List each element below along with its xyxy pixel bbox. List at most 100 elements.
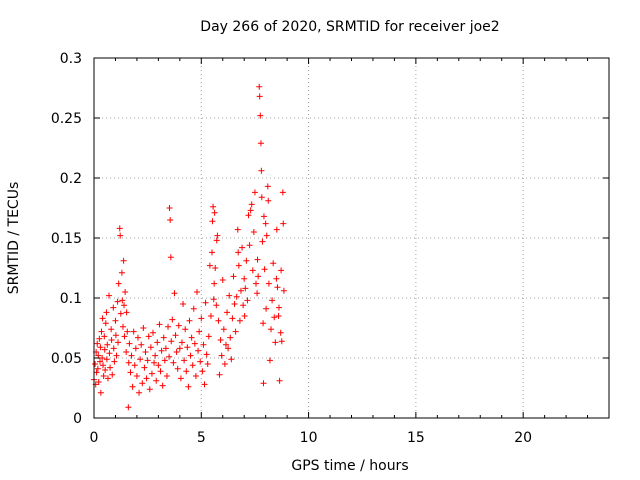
data-point — [191, 340, 198, 347]
data-point — [156, 321, 163, 328]
data-point — [117, 310, 124, 317]
data-point — [152, 352, 159, 359]
data-point — [245, 212, 252, 219]
data-point — [97, 358, 104, 365]
data-point — [124, 328, 131, 335]
data-point — [260, 213, 267, 220]
data-point — [161, 357, 168, 364]
data-point — [148, 370, 155, 377]
data-point — [109, 371, 116, 378]
data-point — [172, 332, 179, 339]
data-point — [150, 329, 157, 336]
data-point — [278, 338, 285, 345]
data-point — [130, 328, 137, 335]
data-point — [199, 368, 206, 375]
data-point — [154, 339, 161, 346]
data-point — [103, 309, 110, 316]
data-point — [206, 262, 213, 269]
data-point — [157, 368, 164, 375]
data-point — [207, 313, 214, 319]
data-point — [94, 365, 101, 372]
data-point — [140, 325, 147, 331]
data-point — [257, 140, 264, 147]
axis-tick-labels: 0 5 10 15 20 0 0.05 0.1 0.15 0.2 0.25 0.3 — [51, 51, 532, 446]
data-point — [104, 341, 111, 348]
data-point — [274, 284, 281, 291]
data-point — [99, 355, 106, 361]
data-point — [227, 334, 234, 341]
data-point — [159, 382, 166, 389]
data-point — [167, 217, 174, 223]
data-point — [221, 361, 228, 367]
data-point — [265, 197, 272, 204]
data-point — [184, 344, 191, 351]
data-point — [112, 332, 119, 339]
data-point — [188, 334, 195, 341]
data-point — [253, 280, 260, 287]
data-point — [254, 290, 261, 297]
data-point — [235, 249, 242, 256]
data-point — [244, 297, 251, 304]
data-point — [233, 293, 240, 300]
y-tick-label: 0.1 — [60, 291, 82, 307]
data-point — [126, 340, 133, 347]
data-point — [250, 229, 257, 235]
data-point — [214, 232, 221, 239]
data-point — [146, 386, 153, 393]
data-point — [246, 242, 253, 249]
data-point — [167, 254, 174, 261]
data-point — [257, 112, 264, 119]
data-point — [173, 349, 180, 355]
data-point — [141, 364, 148, 371]
data-point — [143, 375, 150, 382]
data-point — [147, 344, 154, 351]
data-point — [101, 346, 108, 353]
y-axis-label: SRMTID / TECUs — [6, 182, 22, 295]
data-point — [256, 93, 263, 100]
data-point — [259, 238, 266, 245]
data-point — [211, 209, 218, 216]
data-point — [270, 260, 277, 267]
data-point — [189, 362, 196, 369]
data-point — [192, 373, 199, 379]
data-point — [213, 237, 220, 244]
data-point — [102, 367, 109, 373]
data-point — [101, 333, 108, 340]
data-point — [169, 316, 176, 323]
data-point — [168, 338, 175, 345]
data-point — [125, 359, 132, 366]
data-point — [243, 257, 250, 264]
data-point — [131, 362, 138, 369]
data-point — [200, 341, 207, 348]
data-point — [209, 218, 216, 225]
data-point — [222, 341, 229, 348]
data-point — [116, 225, 123, 232]
y-tick-label: 0.2 — [60, 171, 82, 187]
data-point — [260, 320, 267, 327]
data-point — [121, 302, 128, 309]
data-point — [180, 301, 187, 307]
x-tick-label: 10 — [300, 430, 318, 446]
data-point — [194, 289, 200, 295]
data-point — [247, 207, 254, 214]
data-point — [202, 299, 209, 306]
data-point — [211, 280, 218, 287]
data-point — [230, 273, 237, 280]
data-point — [119, 323, 126, 330]
data-point — [254, 256, 261, 263]
data-point — [122, 289, 129, 295]
data-point — [176, 345, 183, 352]
data-point — [224, 309, 231, 316]
data-point — [108, 337, 115, 343]
data-point — [162, 345, 169, 352]
data-point — [215, 317, 222, 324]
data-point — [209, 249, 216, 256]
data-point — [93, 369, 100, 376]
data-point — [183, 368, 190, 375]
data-point — [210, 296, 217, 303]
data-point — [241, 313, 248, 319]
data-point — [237, 287, 244, 294]
data-point — [110, 345, 117, 352]
data-point — [165, 323, 172, 330]
